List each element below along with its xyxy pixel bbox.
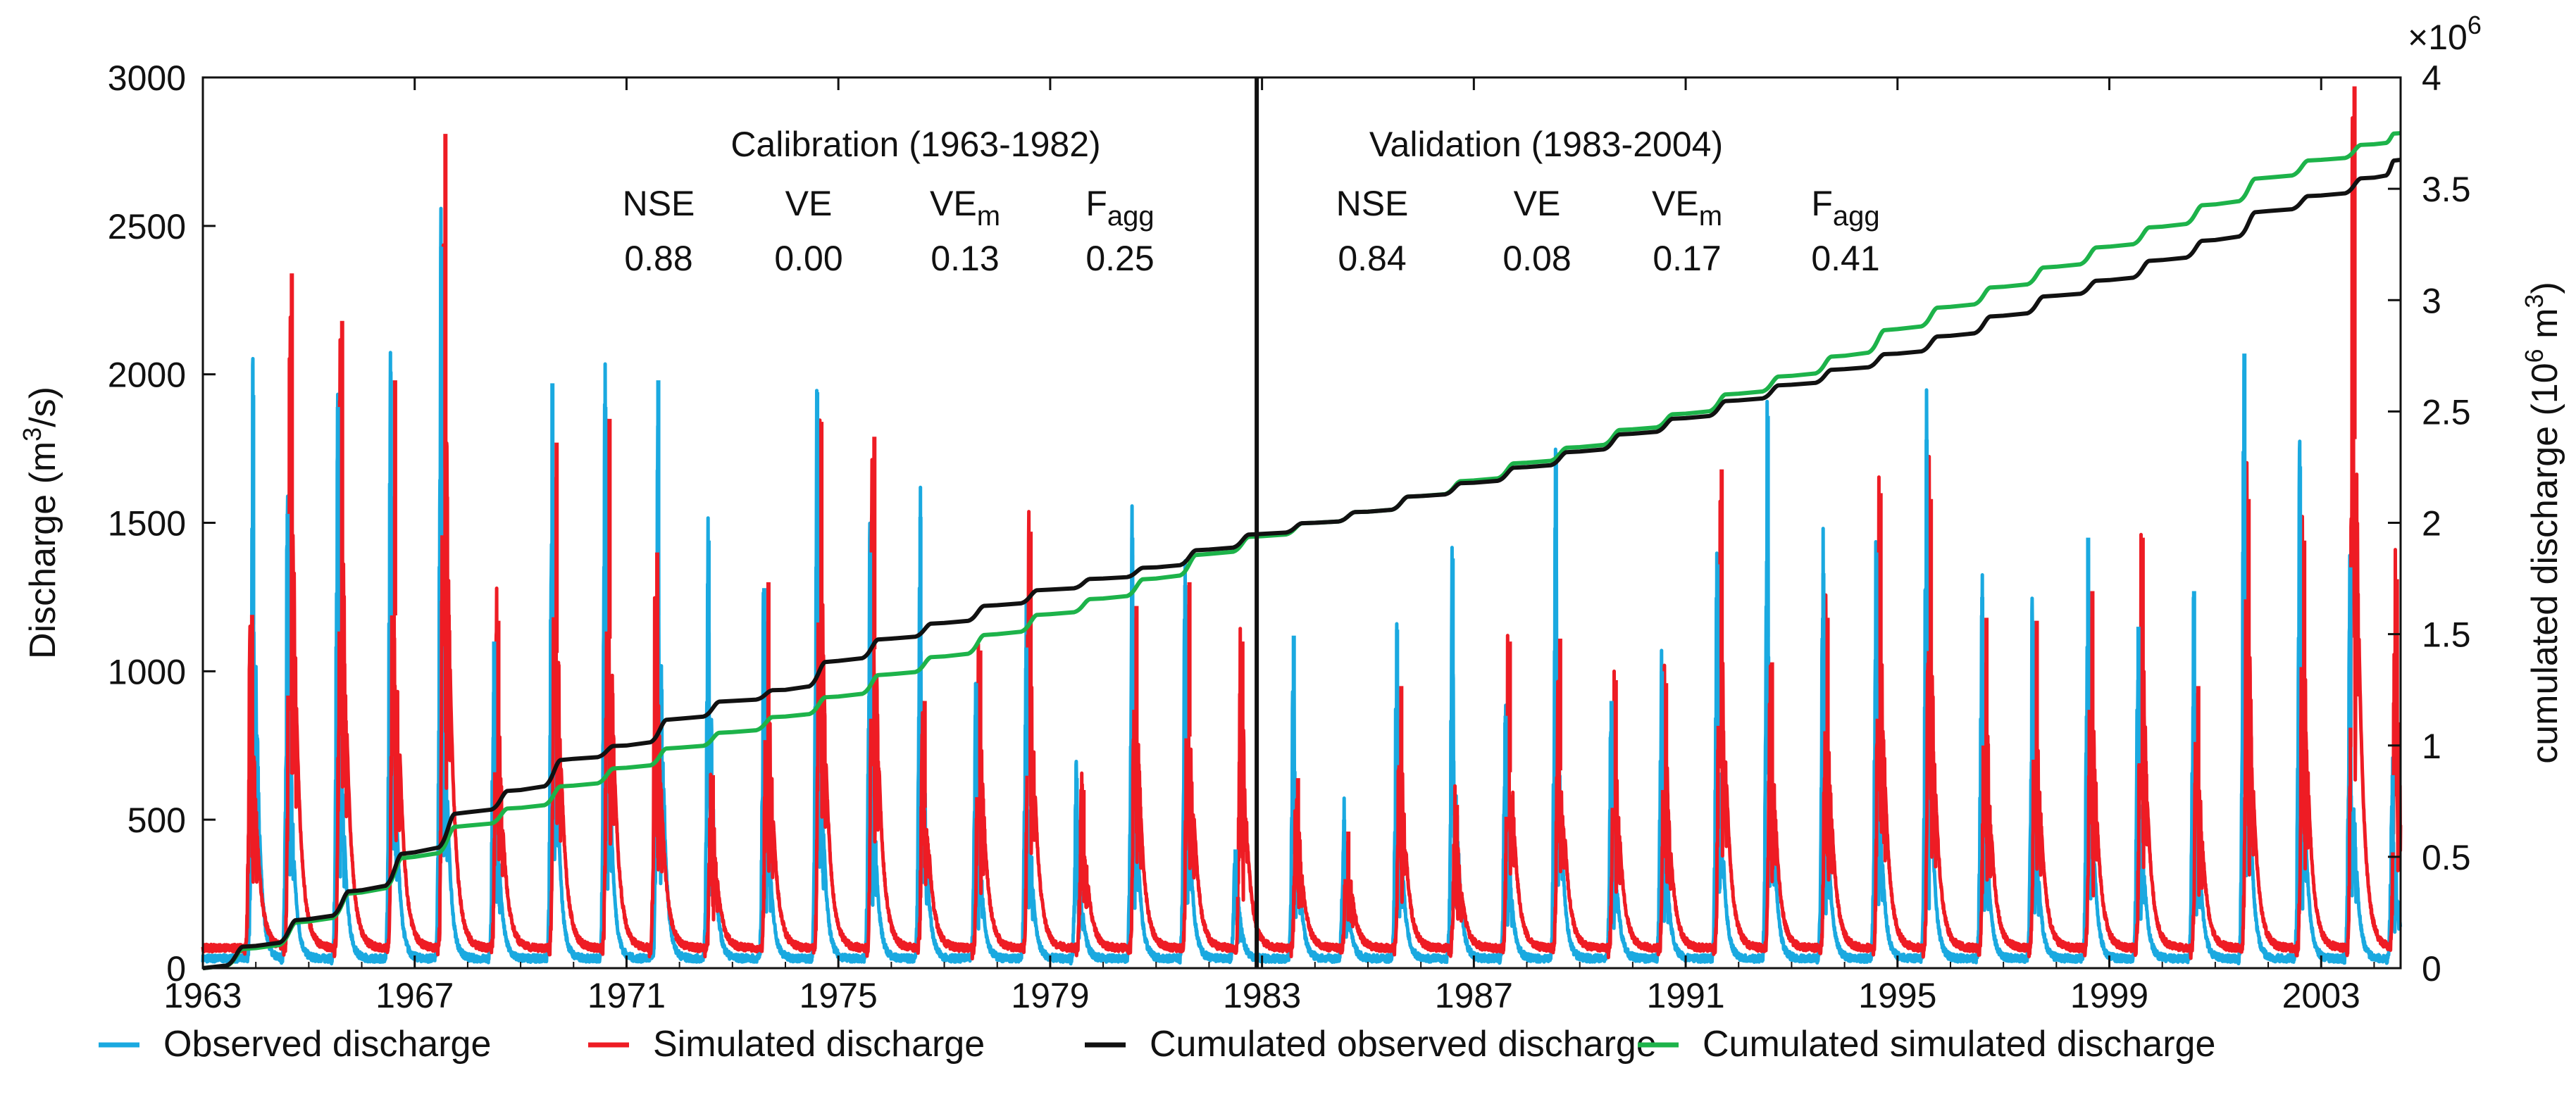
- right-tick-label: 1: [2422, 727, 2441, 766]
- metric-value: 0.84: [1338, 239, 1406, 278]
- right-tick-label: 3: [2422, 281, 2441, 320]
- right-tick-label: 2.5: [2422, 392, 2471, 432]
- legend-label: Cumulated observed discharge: [1150, 1024, 1657, 1065]
- metric-header: VEm: [1652, 184, 1722, 232]
- left-axis-title: Discharge (m3/s): [18, 387, 63, 659]
- metric-header: VE: [1514, 184, 1561, 223]
- x-tick-label: 1971: [587, 976, 666, 1015]
- right-tick-label: 0: [2422, 949, 2441, 989]
- metric-value: 0.25: [1085, 239, 1154, 278]
- right-tick-label: 3.5: [2422, 170, 2471, 209]
- legend-label: Observed discharge: [163, 1024, 491, 1065]
- metric-header: Fagg: [1811, 184, 1879, 232]
- legend-label: Cumulated simulated discharge: [1703, 1024, 2215, 1065]
- metric-header: NSE: [623, 184, 695, 223]
- left-tick-label: 3000: [108, 58, 186, 98]
- left-tick-label: 2000: [108, 356, 186, 395]
- right-axis-title: cumulated discharge (106 m3): [2520, 282, 2565, 764]
- metric-value: 0.17: [1653, 239, 1721, 278]
- simulated-discharge-line: [201, 116, 2403, 961]
- metric-value: 0.88: [624, 239, 692, 278]
- legend: Observed discharge Simulated discharge Cum…: [99, 1024, 2215, 1065]
- left-tick-label: 0: [166, 949, 186, 989]
- metric-value: 0.00: [774, 239, 842, 278]
- period-title: Validation (1983-2004): [1369, 125, 1723, 164]
- x-tick-label: 2003: [2282, 976, 2360, 1015]
- metric-value: 0.08: [1502, 239, 1571, 278]
- x-tick-label: 1999: [2070, 976, 2148, 1015]
- cumulated-observed-line: [202, 158, 2401, 970]
- x-tick-label: 1979: [1011, 976, 1089, 1015]
- legend-label: Simulated discharge: [653, 1024, 985, 1065]
- metric-header: VEm: [930, 184, 1000, 232]
- right-axis-multiplier: ×106: [2408, 11, 2482, 57]
- x-tick-label: 1987: [1435, 976, 1513, 1015]
- left-tick-label: 1000: [108, 652, 186, 691]
- metric-header: Fagg: [1085, 184, 1154, 232]
- right-tick-label: 4: [2422, 58, 2441, 98]
- x-tick-label: 1963: [163, 976, 242, 1015]
- period-title: Calibration (1963-1982): [730, 125, 1100, 164]
- left-tick-label: 500: [127, 801, 186, 840]
- metric-value: 0.13: [931, 239, 999, 278]
- right-tick-label: 1.5: [2422, 615, 2471, 655]
- right-axis-multiplier-exponent: 6: [2468, 11, 2482, 39]
- metric-value: 0.41: [1811, 239, 1879, 278]
- left-tick-label: 1500: [108, 504, 186, 544]
- series-layer: [201, 86, 2403, 970]
- x-tick-label: 1983: [1223, 976, 1301, 1015]
- x-tick-label: 1975: [799, 976, 878, 1015]
- x-tick-label: 1991: [1646, 976, 1724, 1015]
- x-tick-label: 1967: [375, 976, 454, 1015]
- metric-header: NSE: [1336, 184, 1409, 223]
- observed-discharge-line: [201, 206, 2403, 966]
- right-tick-label: 2: [2422, 504, 2441, 544]
- x-tick-label: 1995: [1858, 976, 1936, 1015]
- right-tick-label: 0.5: [2422, 838, 2471, 877]
- metric-header: VE: [785, 184, 833, 223]
- left-tick-label: 2500: [108, 207, 186, 246]
- annotation-layer: Calibration (1963-1982) NSE 0.88 VE 0.00 VEm 0…: [623, 125, 1880, 278]
